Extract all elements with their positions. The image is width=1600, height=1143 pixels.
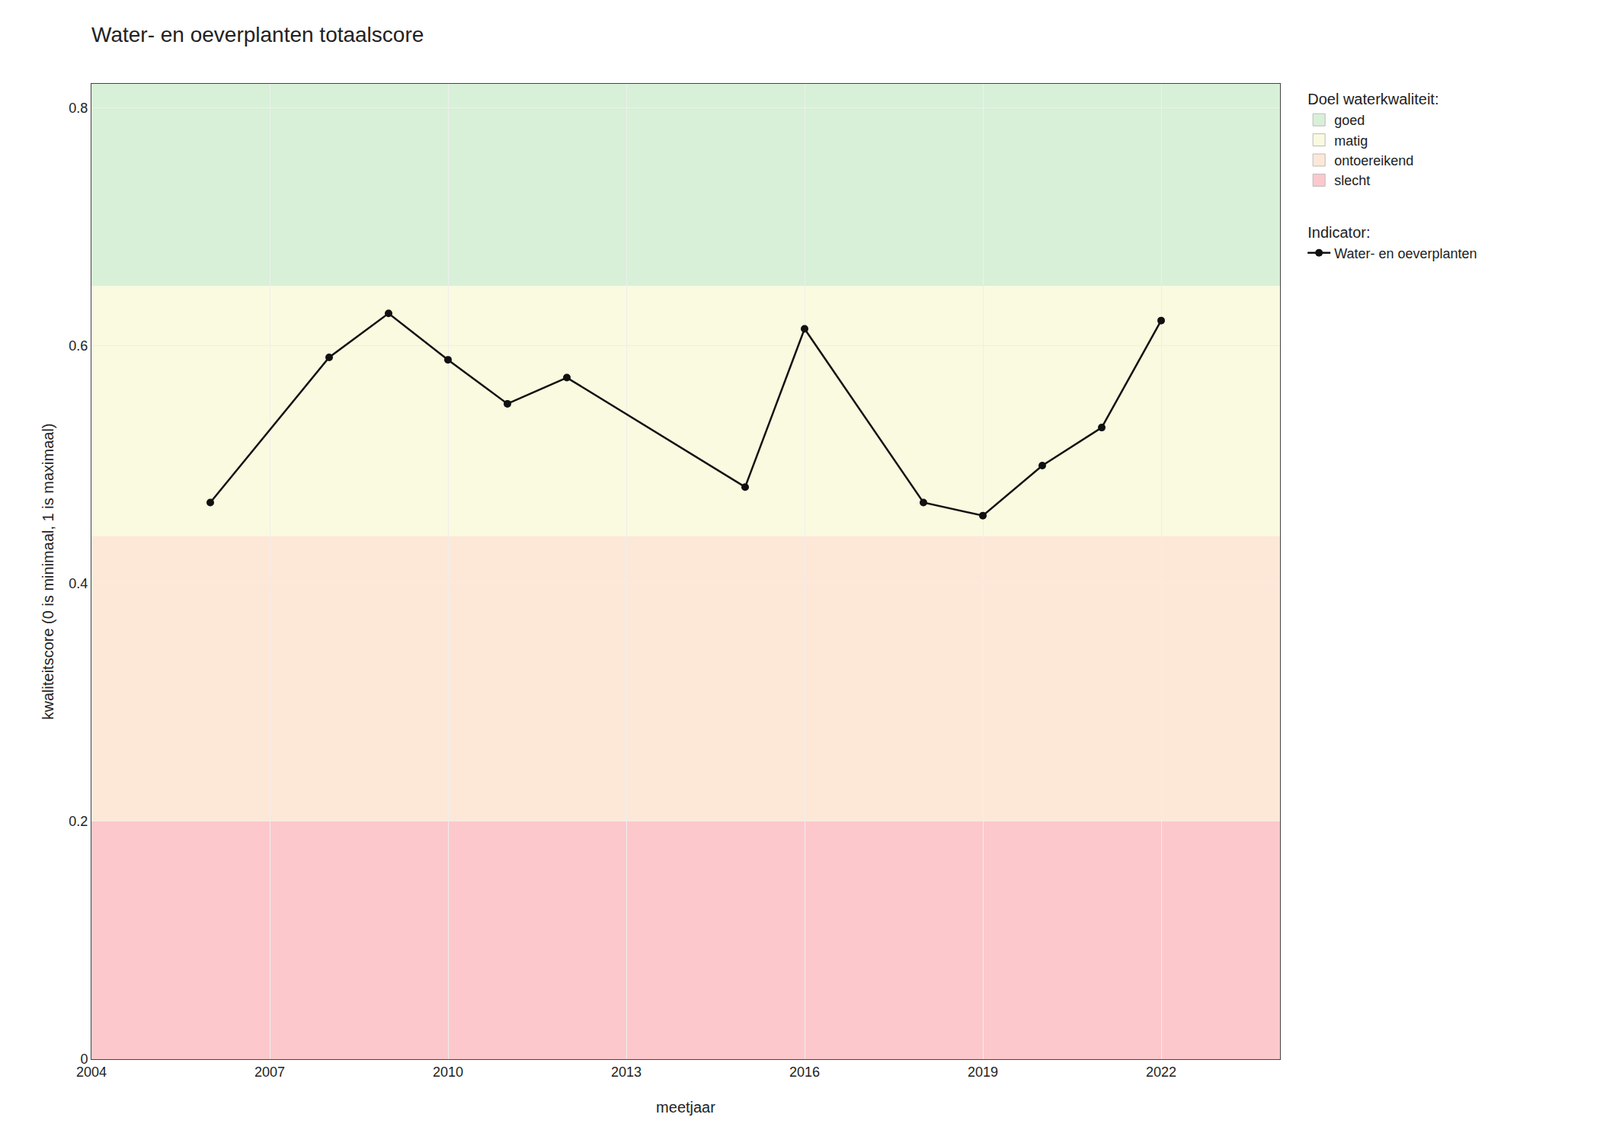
- svg-text:0.8: 0.8: [68, 100, 88, 116]
- svg-text:ontoereikend: ontoereikend: [1334, 153, 1414, 169]
- svg-text:Indicator:: Indicator:: [1307, 224, 1370, 241]
- svg-text:2013: 2013: [611, 1064, 642, 1080]
- svg-text:Doel waterkwaliteit:: Doel waterkwaliteit:: [1307, 90, 1439, 108]
- svg-text:0.6: 0.6: [68, 338, 88, 354]
- svg-text:matig: matig: [1334, 133, 1368, 149]
- svg-text:2022: 2022: [1145, 1064, 1177, 1080]
- svg-text:0: 0: [80, 1051, 88, 1067]
- svg-text:slecht: slecht: [1334, 172, 1370, 189]
- svg-text:0.2: 0.2: [68, 813, 88, 829]
- svg-text:2019: 2019: [967, 1064, 999, 1080]
- svg-text:2010: 2010: [432, 1064, 464, 1080]
- svg-text:0.4: 0.4: [68, 576, 88, 592]
- svg-text:Water- en oeverplanten: Water- en oeverplanten: [1334, 246, 1477, 262]
- svg-text:2016: 2016: [789, 1064, 820, 1080]
- svg-text:goed: goed: [1334, 112, 1365, 128]
- svg-text:2004: 2004: [76, 1064, 107, 1080]
- svg-text:2007: 2007: [254, 1064, 285, 1080]
- svg-text:meetjaar: meetjaar: [656, 1098, 716, 1116]
- svg-text:Water- en oeverplanten totaals: Water- en oeverplanten totaalscore: [91, 22, 424, 47]
- svg-text:kwaliteitscore (0 is minimaal,: kwaliteitscore (0 is minimaal, 1 is maxi…: [39, 423, 57, 720]
